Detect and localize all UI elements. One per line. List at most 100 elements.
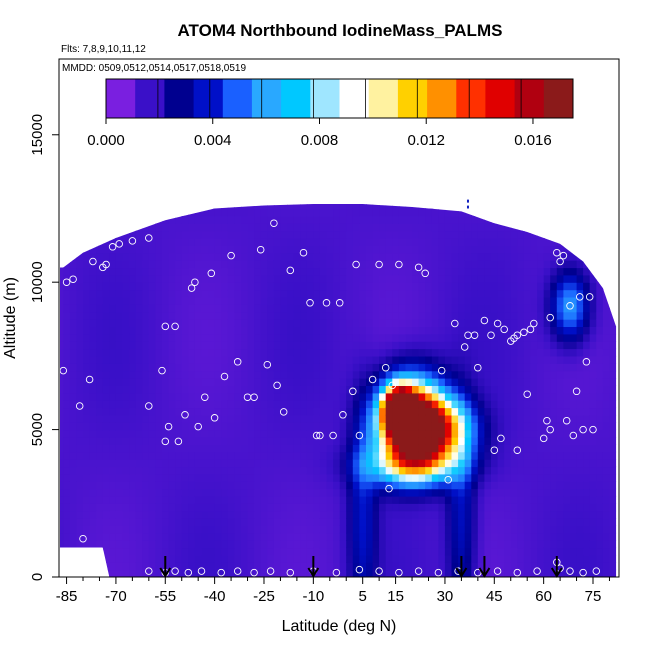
heatmap-cell	[543, 341, 551, 350]
heatmap-cell	[83, 355, 91, 364]
sample-point	[217, 568, 225, 577]
heatmap-cell	[353, 194, 360, 202]
heatmap-cell	[352, 267, 360, 276]
heatmap-cell	[260, 319, 268, 327]
heatmap-cell	[280, 194, 287, 202]
heatmap-cell	[477, 348, 485, 357]
heatmap-cell	[589, 459, 597, 468]
heatmap-cell	[254, 495, 262, 504]
heatmap-cell	[477, 444, 485, 453]
heatmap-cell	[326, 488, 334, 497]
heatmap-cell	[287, 532, 295, 541]
x-tick-label: -40	[204, 588, 226, 605]
heatmap-cell	[346, 466, 354, 475]
heatmap-cell	[412, 245, 420, 254]
heatmap-cell	[444, 429, 453, 438]
heatmap-cell	[464, 355, 472, 364]
heatmap-cell	[596, 451, 604, 460]
heatmap-cell	[221, 274, 229, 283]
heatmap-cell	[293, 407, 301, 416]
heatmap-cell	[227, 437, 235, 445]
heatmap-cell	[609, 223, 617, 232]
heatmap-cell	[247, 437, 255, 445]
heatmap-cell	[366, 495, 374, 504]
heatmap-cell	[76, 208, 84, 217]
heatmap-cell	[83, 429, 91, 438]
heatmap-cell	[359, 348, 367, 357]
heatmap-cell	[504, 378, 512, 386]
heatmap-cell	[609, 473, 617, 482]
heatmap-cell	[346, 495, 354, 504]
heatmap-cell	[234, 414, 242, 423]
heatmap-cell	[484, 311, 492, 320]
heatmap-cell	[412, 304, 420, 313]
heatmap-cell	[274, 194, 281, 202]
heatmap-cell	[405, 488, 413, 497]
heatmap-cell	[273, 319, 282, 327]
heatmap-cell	[392, 503, 400, 512]
heatmap-cell	[550, 304, 558, 313]
heatmap-cell	[326, 518, 334, 526]
heatmap-cell	[431, 348, 439, 357]
heatmap-cell	[208, 554, 216, 563]
heatmap-cell	[589, 547, 597, 556]
heatmap-cell	[319, 204, 328, 210]
heatmap-cell	[59, 333, 64, 342]
heatmap-cell	[247, 488, 255, 497]
heatmap-cell	[135, 562, 143, 571]
heatmap-cell	[352, 518, 360, 526]
heatmap-cell	[306, 532, 314, 541]
heatmap-cell	[188, 223, 196, 232]
heatmap-cell	[300, 547, 308, 556]
heatmap-cell	[194, 532, 203, 541]
heatmap-cell	[254, 407, 262, 416]
heatmap-cell	[241, 245, 249, 254]
heatmap-cell	[359, 562, 367, 571]
heatmap-cell	[168, 459, 176, 468]
heatmap-cell	[201, 444, 209, 453]
heatmap-cell	[221, 407, 229, 416]
heatmap-cell	[609, 495, 617, 504]
sample-point	[266, 567, 275, 575]
heatmap-cell	[431, 547, 439, 556]
heatmap-cell	[234, 569, 242, 577]
heatmap-cell	[616, 540, 617, 549]
heatmap-cell	[241, 333, 249, 342]
heatmap-cell	[89, 422, 97, 431]
heatmap-cell	[89, 355, 97, 364]
x-tick-label: 15	[387, 588, 404, 605]
heatmap-cell	[221, 282, 229, 291]
heatmap-cell	[293, 547, 301, 556]
heatmap-cell	[194, 392, 203, 401]
heatmap-cell	[313, 260, 321, 269]
heatmap-cell	[122, 400, 130, 409]
heatmap-cell	[484, 238, 492, 246]
heatmap-cell	[418, 238, 426, 246]
heatmap-cell	[530, 304, 538, 313]
heatmap-cell	[425, 554, 433, 563]
heatmap-cell	[398, 215, 407, 224]
heatmap-cell	[260, 495, 268, 504]
heatmap-cell	[589, 296, 597, 305]
heatmap-cell	[69, 429, 78, 438]
heatmap-cell	[398, 473, 407, 482]
heatmap-cell	[412, 562, 420, 571]
heatmap-cell	[96, 414, 104, 423]
heatmap-cell	[372, 363, 380, 372]
heatmap-cell	[497, 437, 505, 445]
heatmap-cell	[194, 282, 203, 291]
heatmap-cell	[135, 215, 143, 224]
sample-point	[414, 263, 423, 272]
heatmap-cell	[129, 562, 137, 571]
heatmap-cell	[543, 326, 551, 335]
heatmap-cell	[96, 459, 104, 468]
heatmap-cell	[123, 194, 130, 202]
heatmap-cell	[162, 230, 170, 239]
heatmap-cell	[155, 230, 163, 239]
heatmap-cell	[83, 319, 91, 327]
colorbar-frame	[105, 78, 574, 119]
heatmap-cell	[405, 326, 413, 335]
heatmap-cell	[385, 204, 393, 210]
heatmap-cell	[122, 274, 130, 283]
heatmap-cell	[59, 267, 64, 276]
